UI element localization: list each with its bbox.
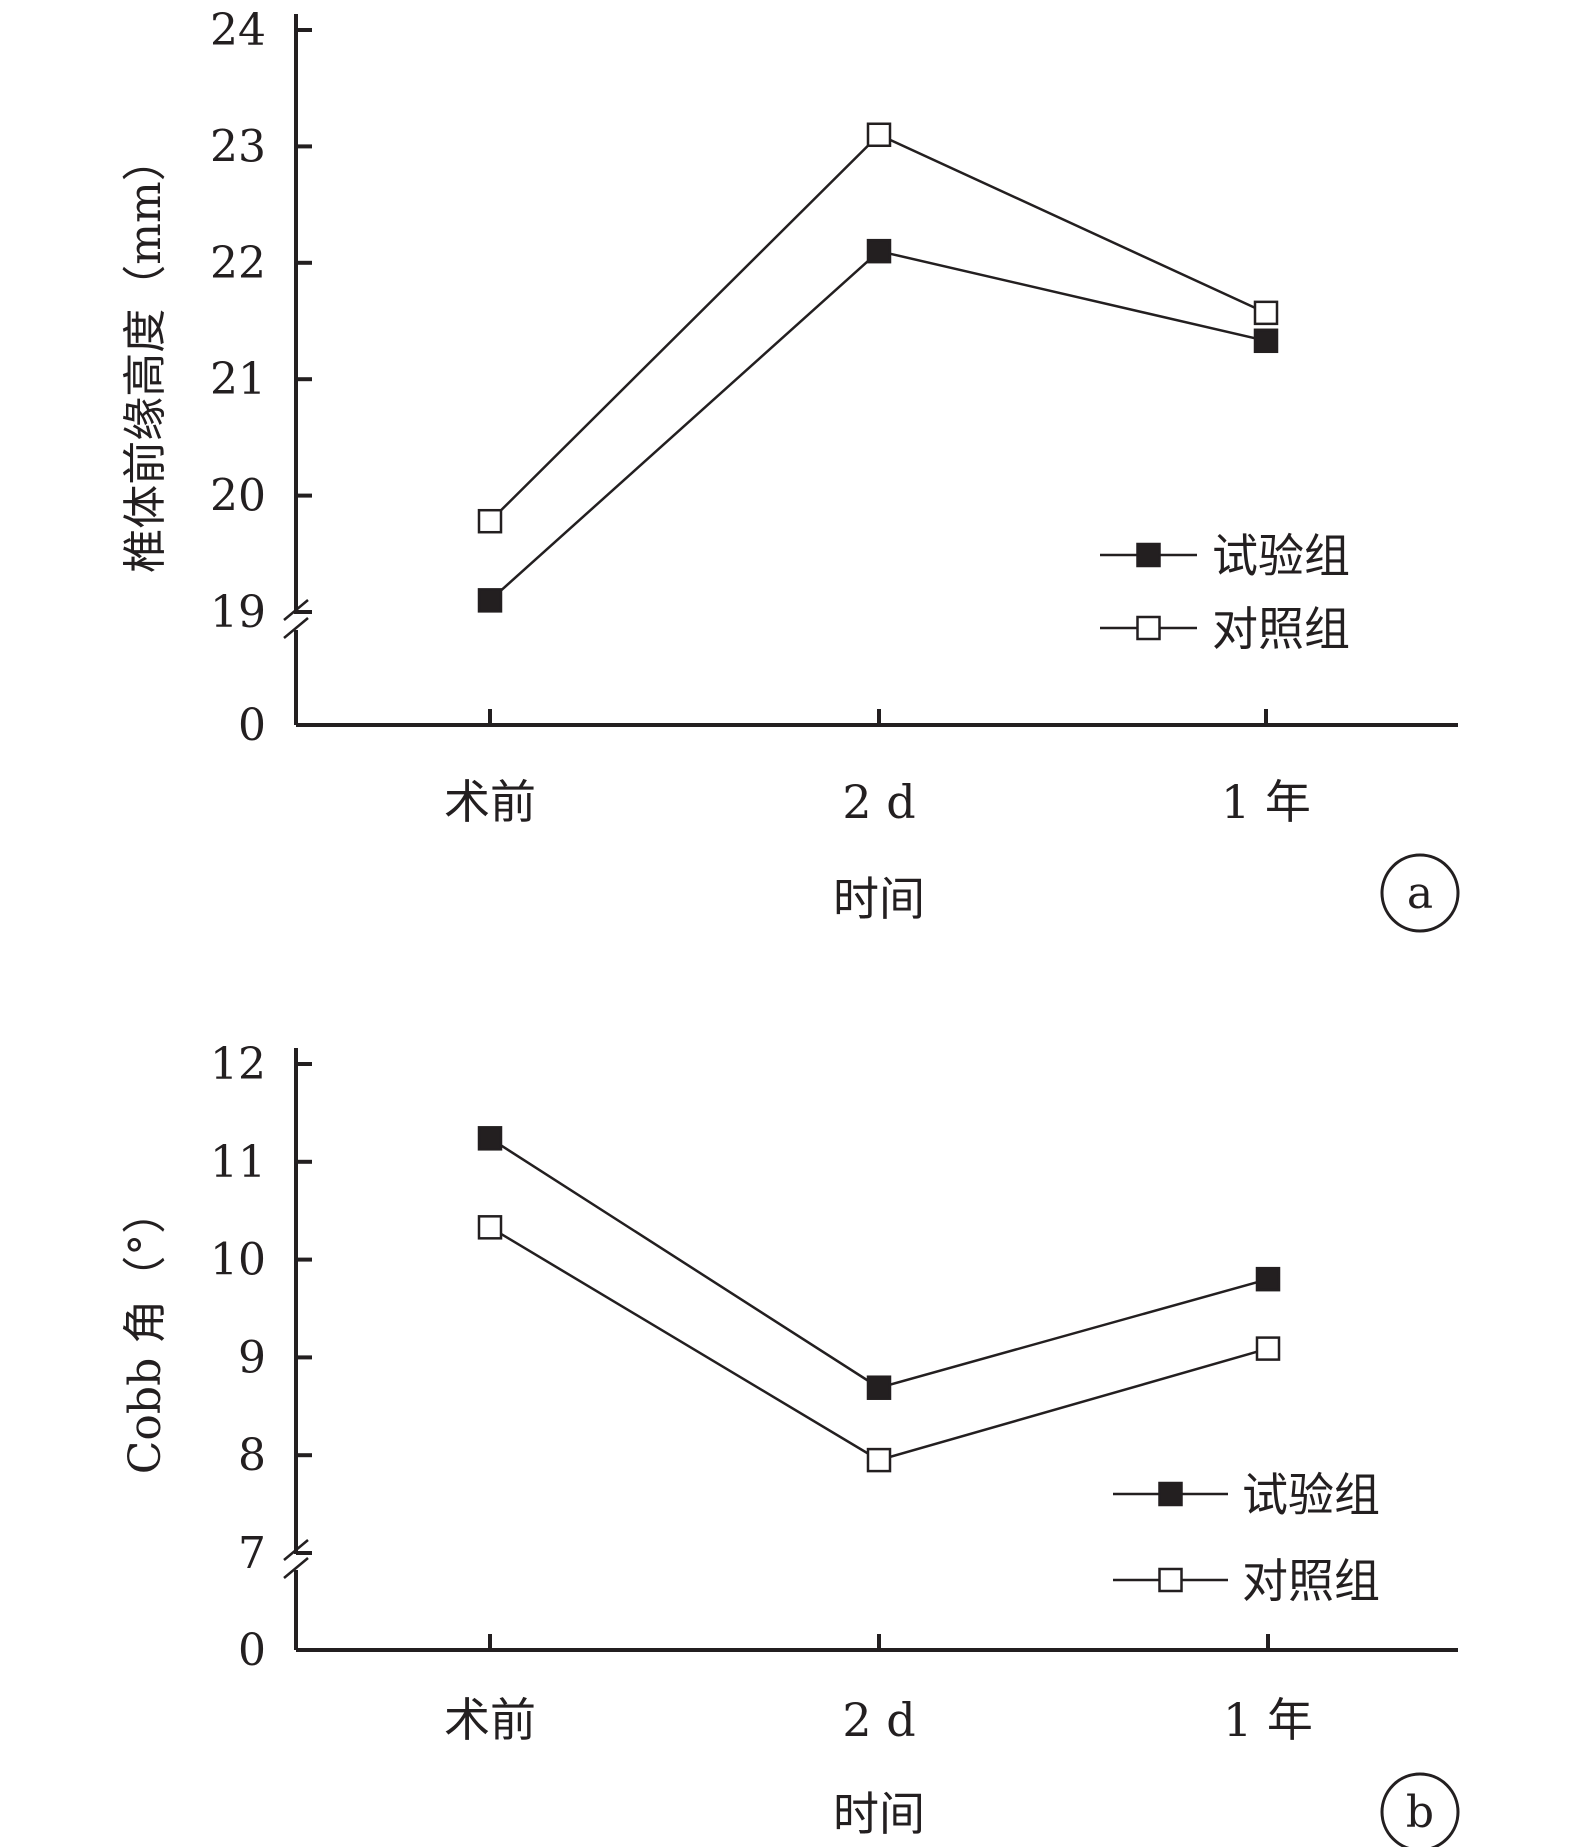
x-tick-label: 2 d: [842, 775, 915, 829]
data-point-open-1: [866, 122, 892, 148]
legend-label: 对照组: [1242, 1554, 1380, 1608]
y-tick-label: 0: [238, 700, 266, 751]
panel-label: a: [1407, 868, 1433, 919]
data-point-filled-1: [866, 1375, 892, 1400]
data-point-filled-1: [866, 238, 892, 264]
x-tick-label: 术前: [444, 775, 536, 829]
y-tick-label: 19: [210, 587, 266, 638]
y-tick-label: 12: [210, 1039, 266, 1090]
y-tick-label: 7: [238, 1528, 266, 1579]
y-tick-label: 23: [210, 121, 266, 172]
data-point-open-0: [477, 1215, 503, 1240]
panel-label-circle: [1380, 853, 1460, 933]
x-axis-title: 时间: [833, 1787, 925, 1841]
y-axis-title: 椎体前缘高度（mm）: [120, 137, 171, 572]
axis-break-mark: [283, 617, 309, 639]
axis-break-mark: [283, 1539, 309, 1561]
y-axis-title: Cobb 角（°）: [120, 1190, 171, 1474]
legend-marker: [1136, 615, 1161, 641]
data-point-filled-2: [1253, 328, 1279, 354]
y-tick-label: 9: [238, 1332, 266, 1383]
legend-label: 试验组: [1242, 1468, 1380, 1522]
x-axis-title: 时间: [833, 872, 925, 926]
y-tick-label: 8: [238, 1430, 266, 1481]
data-point-filled-2: [1255, 1266, 1281, 1292]
legend-label: 试验组: [1212, 529, 1350, 583]
series-line-1: [489, 1226, 1269, 1462]
x-tick-label: 术前: [444, 1693, 536, 1747]
x-tick-label: 2 d: [842, 1693, 915, 1747]
data-point-filled-0: [477, 1126, 503, 1151]
legend-label: 对照组: [1212, 602, 1350, 656]
axis-break-gap: [282, 614, 310, 630]
panel-label-circle: [1380, 1772, 1460, 1847]
data-point-filled-0: [477, 588, 503, 613]
y-tick-label: 20: [210, 471, 266, 522]
legend-marker: [1158, 1567, 1183, 1593]
data-point-open-1: [866, 1447, 892, 1473]
y-tick-label: 22: [210, 238, 266, 289]
data-point-open-2: [1255, 1336, 1281, 1361]
y-tick-label: 0: [238, 1625, 266, 1676]
x-tick-label: 1 年: [1221, 775, 1311, 829]
legend-marker: [1136, 542, 1161, 568]
x-tick-label: 1 年: [1223, 1693, 1313, 1747]
series-line-0: [489, 1137, 1269, 1390]
data-point-open-2: [1253, 300, 1279, 326]
axis-break-gap: [282, 1554, 310, 1570]
y-tick-label: 24: [210, 5, 266, 56]
legend-marker: [1158, 1481, 1183, 1507]
y-tick-label: 11: [210, 1137, 266, 1188]
data-point-open-0: [477, 508, 503, 534]
series-line-1: [489, 133, 1267, 523]
y-tick-label: 21: [210, 354, 266, 405]
y-tick-label: 10: [210, 1235, 266, 1286]
axis-break-mark: [283, 1557, 309, 1579]
panel-label: b: [1406, 1787, 1434, 1838]
